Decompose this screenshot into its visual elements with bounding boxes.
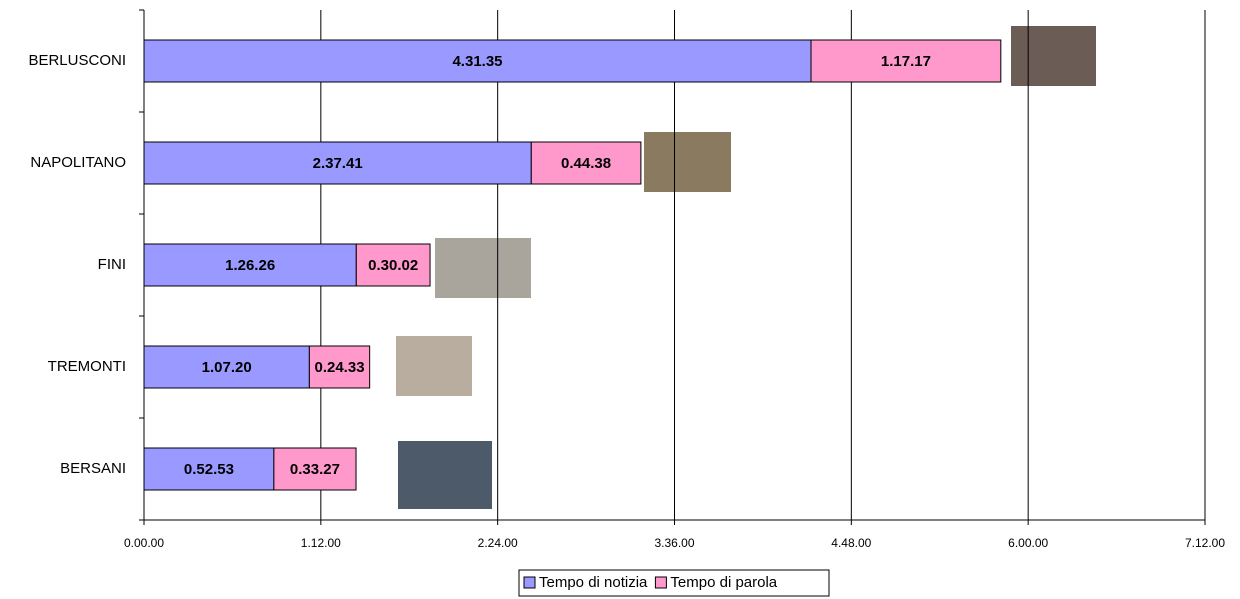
photo xyxy=(435,238,531,298)
photo xyxy=(1011,26,1096,86)
y-tick-label: TREMONTI xyxy=(48,358,126,375)
legend-label: Tempo di notizia xyxy=(539,574,648,591)
x-tick-label: 2.24.00 xyxy=(478,536,518,550)
value-label: 4.31.35 xyxy=(452,53,502,70)
value-label: 1.07.20 xyxy=(202,359,252,376)
value-label: 0.33.27 xyxy=(290,461,340,478)
value-label: 2.37.41 xyxy=(313,155,363,172)
x-tick-label: 7.12.00 xyxy=(1185,536,1225,550)
value-label: 0.30.02 xyxy=(368,257,418,274)
y-tick-label: NAPOLITANO xyxy=(30,154,126,171)
background xyxy=(0,0,1240,599)
value-label: 0.52.53 xyxy=(184,461,234,478)
x-tick-label: 1.12.00 xyxy=(301,536,341,550)
legend-swatch xyxy=(655,577,666,588)
y-tick-label: BERLUSCONI xyxy=(28,52,126,69)
legend-label: Tempo di parola xyxy=(670,574,777,591)
x-tick-label: 3.36.00 xyxy=(654,536,694,550)
x-tick-label: 6.00.00 xyxy=(1008,536,1048,550)
chart: 0.00.00 1.12.00 2.24.00 3.36.00 4.48.00 6.00.… xyxy=(0,0,1240,599)
photo xyxy=(396,336,472,396)
photo xyxy=(398,441,492,509)
value-label: 1.17.17 xyxy=(881,53,931,70)
legend-swatch xyxy=(524,577,535,588)
value-label: 1.26.26 xyxy=(225,257,275,274)
y-tick-label: FINI xyxy=(98,256,126,273)
photo xyxy=(644,132,731,192)
value-label: 0.24.33 xyxy=(314,359,364,376)
x-tick-label: 4.48.00 xyxy=(831,536,871,550)
x-tick-label: 0.00.00 xyxy=(124,536,164,550)
value-label: 0.44.38 xyxy=(561,155,611,172)
legend: Tempo di notizia Tempo di parola xyxy=(519,570,829,596)
y-tick-label: BERSANI xyxy=(60,460,126,477)
